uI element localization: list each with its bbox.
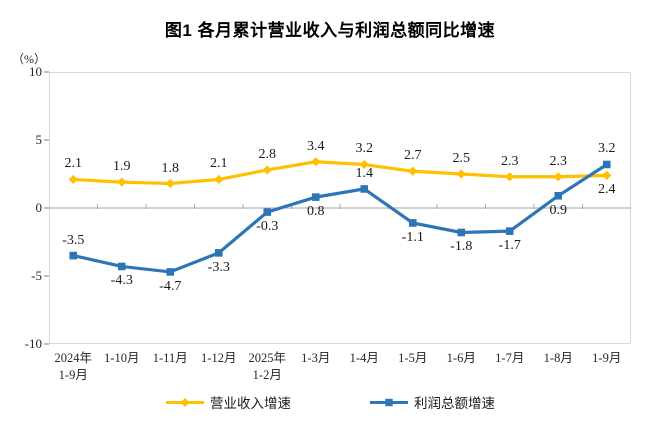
x-tick-label: 1-11月 (152, 351, 188, 365)
y-tick-label: 0 (35, 200, 43, 215)
x-tick-label: 1-10月 (104, 351, 140, 365)
revenue-data-label: 1.8 (161, 160, 180, 176)
revenue-data-label: 2.8 (258, 146, 277, 162)
profit-data-label: -1.7 (498, 238, 521, 254)
revenue-data-label: 3.2 (355, 141, 374, 157)
profit-data-label: 0.9 (549, 202, 568, 218)
x-tick-label: 1-4月 (349, 351, 379, 365)
revenue-line-marker-icon (166, 397, 204, 407)
y-axis-unit-label: （%） (12, 52, 46, 66)
profit-data-label: -1.8 (450, 239, 473, 255)
revenue-data-label: 1.9 (113, 159, 131, 175)
x-tick-label: 1-7月 (495, 351, 525, 365)
chart-title: 图1 各月累计营业收入与利润总额同比增速 (164, 21, 496, 40)
profit-data-label: -4.3 (110, 273, 133, 289)
profit-data-label: 3.2 (598, 141, 616, 157)
chart-legend: 营业收入增速 利润总额增速 (0, 392, 660, 412)
x-tick-label: 2024年 1-9月 (54, 351, 92, 382)
y-tick-label: -10 (24, 336, 42, 351)
x-tick-label: 1-3月 (301, 351, 331, 365)
revenue-data-label: 2.1 (210, 156, 228, 172)
profit-data-label: 0.8 (307, 204, 325, 220)
profit-data-label: 1.4 (355, 165, 374, 181)
x-tick-label: 1-9月 (592, 351, 622, 365)
profit-data-label: -3.5 (62, 232, 85, 248)
x-tick-label: 1-6月 (446, 351, 476, 365)
profit-data-label: -4.7 (159, 278, 182, 294)
y-tick-label: 5 (35, 132, 43, 147)
legend-label-revenue: 营业收入增速 (210, 396, 291, 411)
legend-label-profit: 利润总额增速 (414, 396, 495, 411)
y-tick-label: -5 (31, 268, 42, 283)
profit-line-marker-icon (370, 398, 408, 406)
x-tick-label: 1-8月 (543, 351, 573, 365)
revenue-data-label: 2.1 (64, 156, 83, 172)
legend-item-revenue: 营业收入增速 (165, 392, 291, 412)
profit-data-label: -1.1 (401, 229, 424, 245)
y-tick-label: 10 (29, 64, 42, 79)
plot-area (49, 72, 631, 344)
x-tick-label: 2025年 1-2月 (248, 351, 286, 382)
profit-data-label: -3.3 (207, 259, 230, 275)
revenue-data-label: 2.5 (452, 151, 471, 166)
revenue-data-label: 2.4 (598, 182, 616, 198)
x-tick-label: 1-5月 (398, 351, 428, 365)
revenue-data-label: 2.3 (501, 153, 519, 169)
revenue-data-label: 2.7 (404, 148, 422, 164)
revenue-data-label: 3.4 (307, 138, 325, 154)
legend-item-profit: 利润总额增速 (369, 392, 495, 412)
profit-data-label: -0.3 (256, 219, 279, 235)
revenue-data-label: 2.3 (549, 153, 568, 169)
x-tick-label: 1-12月 (201, 351, 237, 365)
